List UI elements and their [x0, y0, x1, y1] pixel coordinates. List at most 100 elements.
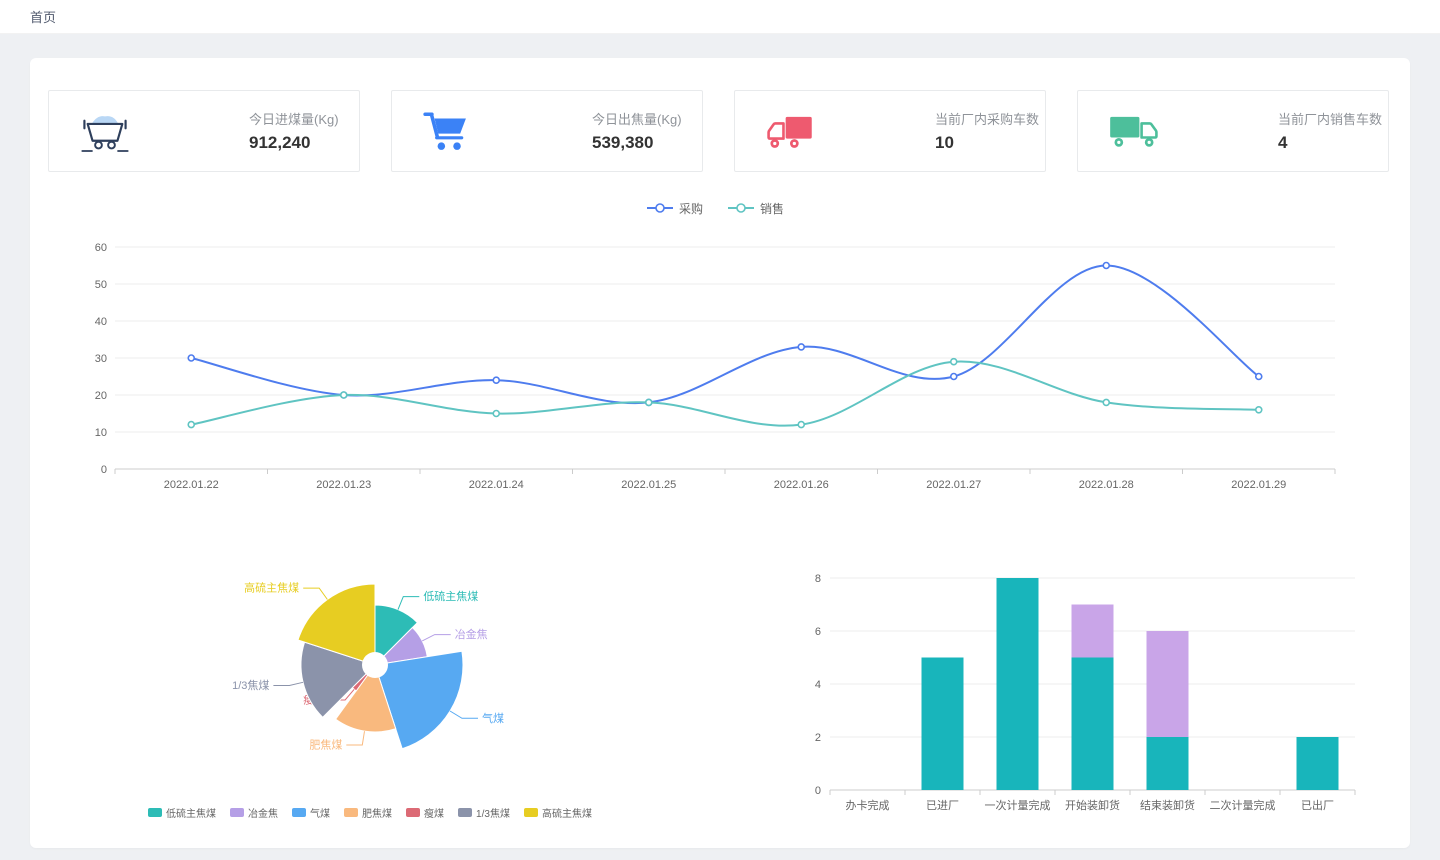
legend-swatch-icon	[292, 808, 307, 817]
legend-marker-icon	[728, 203, 754, 213]
legend-label: 高硫主焦煤	[541, 809, 592, 820]
axis-label: 结束装卸货	[1140, 798, 1195, 812]
bar-segment-开始装卸货[interactable]	[1071, 657, 1114, 791]
legend-item-销售[interactable]: 销售	[727, 200, 784, 217]
pie-slice-label: 低硫主焦煤	[423, 589, 478, 603]
axis-label: 0	[101, 464, 107, 476]
vehicle-status-bar-chart[interactable]: 0 2 4 6 8 办卡完成 已进厂 一次计量完成 开始装卸货 结束装卸货 二次计量完成 已出厂	[790, 555, 1390, 822]
data-point[interactable]	[492, 409, 501, 418]
axis-label: 办卡完成	[846, 798, 890, 812]
stat-cards-row: 今日进煤量(Kg) 912,240 今日出焦量(Kg) 539,380	[48, 90, 1389, 172]
data-point[interactable]	[1254, 406, 1263, 414]
stat-card-value: 912,240	[249, 133, 311, 152]
pie-legend-item-高硫主焦煤[interactable]: 高硫主焦煤	[523, 805, 592, 820]
axis-label: 30	[95, 353, 107, 365]
stat-card-value: 539,380	[592, 133, 654, 152]
data-point[interactable]	[1102, 398, 1111, 407]
pie-label-line	[303, 587, 328, 600]
pie-slice-label: 高硫主焦煤	[244, 581, 299, 595]
legend-swatch-icon	[406, 808, 421, 817]
axis-label: 2022.01.24	[469, 479, 524, 490]
axis-label: 60	[95, 242, 107, 254]
stat-card-purchase-trucks: 当前厂内采购车数 10	[734, 90, 1046, 172]
legend-label: 1/3焦煤	[476, 809, 510, 820]
data-point[interactable]	[1254, 372, 1263, 381]
legend-label: 冶金焦	[248, 809, 279, 820]
pie-slice-label: 1/3焦煤	[232, 679, 269, 692]
legend-label: 气煤	[310, 809, 331, 820]
data-point[interactable]	[644, 398, 653, 407]
stat-card-coal-in: 今日进煤量(Kg) 912,240	[48, 90, 360, 172]
legend-label: 瘦煤	[424, 809, 445, 820]
axis-label: 2022.01.22	[164, 479, 219, 490]
pie-center-hole	[362, 652, 388, 678]
bar-segment-已进厂[interactable]	[921, 657, 964, 791]
axis-label: 50	[95, 279, 107, 291]
bar-segment-结束装卸货[interactable]	[1146, 737, 1189, 790]
stat-card-label: 今日出焦量(Kg)	[592, 112, 682, 127]
data-point[interactable]	[1102, 261, 1111, 270]
line-series-销售[interactable]	[191, 360, 1259, 427]
data-point[interactable]	[492, 376, 501, 384]
pie-legend-item-冶金焦[interactable]: 冶金焦	[230, 805, 278, 820]
data-point[interactable]	[187, 420, 196, 429]
data-point[interactable]	[949, 357, 958, 366]
legend-marker-icon	[646, 203, 673, 213]
data-point[interactable]	[949, 372, 958, 381]
axis-label: 2	[815, 732, 821, 744]
purchase-sales-line-chart[interactable]: 采购 销售 0 10 20 30 40 50 60 2022.01.22 2022.01.23 20…	[60, 198, 1370, 495]
bar-segment-开始装卸货[interactable]	[1071, 604, 1114, 658]
pie-slice-气煤[interactable]	[374, 650, 464, 750]
legend-label: 肥焦煤	[362, 809, 393, 820]
dashboard-panel: 今日进煤量(Kg) 912,240 今日出焦量(Kg) 539,380	[30, 58, 1410, 848]
data-point[interactable]	[187, 354, 196, 362]
legend-label: 采购	[678, 201, 703, 216]
bar-chart-canvas[interactable]: 0 2 4 6 8 办卡完成 已进厂 一次计量完成 开始装卸货 结束装卸货 二次计量完成 已出厂	[790, 555, 1390, 817]
pie-chart-legend: 低硫主焦煤 冶金焦 气煤 肥焦煤 瘦煤 1/3焦煤 高硫主焦煤	[90, 805, 650, 820]
top-navigation-bar: 首页	[0, 0, 1440, 34]
stat-card-label: 当前厂内销售车数	[1278, 112, 1383, 127]
pie-legend-item-低硫主焦煤[interactable]: 低硫主焦煤	[148, 805, 216, 820]
axis-label: 2022.01.23	[316, 479, 371, 490]
bar-segment-已出厂[interactable]	[1296, 737, 1339, 790]
data-point[interactable]	[797, 420, 806, 429]
bar-segment-结束装卸货[interactable]	[1146, 631, 1189, 737]
axis-label: 6	[815, 626, 821, 638]
axis-label: 2022.01.28	[1079, 479, 1134, 490]
stat-card-value: 10	[935, 133, 954, 152]
pie-slice-label: 气煤	[482, 711, 504, 725]
legend-swatch-icon	[148, 808, 163, 817]
legend-swatch-icon	[230, 808, 245, 817]
pie-legend-item-气煤[interactable]: 气煤	[292, 805, 330, 820]
legend-swatch-icon	[523, 808, 538, 817]
pie-slice-1/3焦煤[interactable]	[300, 641, 376, 719]
data-point[interactable]	[797, 343, 806, 351]
pie-legend-item-瘦煤[interactable]: 瘦煤	[406, 805, 444, 820]
legend-item-采购[interactable]: 采购	[646, 200, 703, 217]
axis-label: 8	[815, 573, 821, 585]
bar-segment-一次计量完成[interactable]	[996, 578, 1039, 790]
axis-label: 40	[95, 316, 107, 328]
pie-legend-item-1/3焦煤[interactable]: 1/3焦煤	[458, 805, 510, 820]
line-series-采购[interactable]	[191, 264, 1260, 405]
legend-label: 销售	[760, 201, 785, 216]
axis-label: 2022.01.29	[1231, 479, 1286, 490]
pie-label-line	[273, 681, 304, 686]
axis-label: 开始装卸货	[1065, 798, 1120, 812]
pie-slice-肥焦煤[interactable]	[334, 663, 397, 733]
breadcrumb-home[interactable]: 首页	[30, 10, 57, 25]
purchase-truck-icon	[765, 109, 821, 153]
pie-label-line	[449, 710, 478, 719]
pie-slice-label: 冶金焦	[455, 627, 488, 641]
legend-label: 低硫主焦煤	[166, 809, 217, 820]
pie-legend-item-肥焦煤[interactable]: 肥焦煤	[344, 805, 392, 820]
data-point[interactable]	[339, 391, 348, 399]
axis-label: 10	[95, 427, 107, 439]
axis-label: 二次计量完成	[1210, 798, 1276, 812]
pie-label-line	[346, 731, 365, 746]
line-chart-canvas[interactable]: 0 10 20 30 40 50 60 2022.01.22 2022.01.23 2022.01…	[60, 218, 1370, 491]
legend-swatch-icon	[344, 808, 359, 817]
axis-label: 20	[95, 390, 107, 402]
